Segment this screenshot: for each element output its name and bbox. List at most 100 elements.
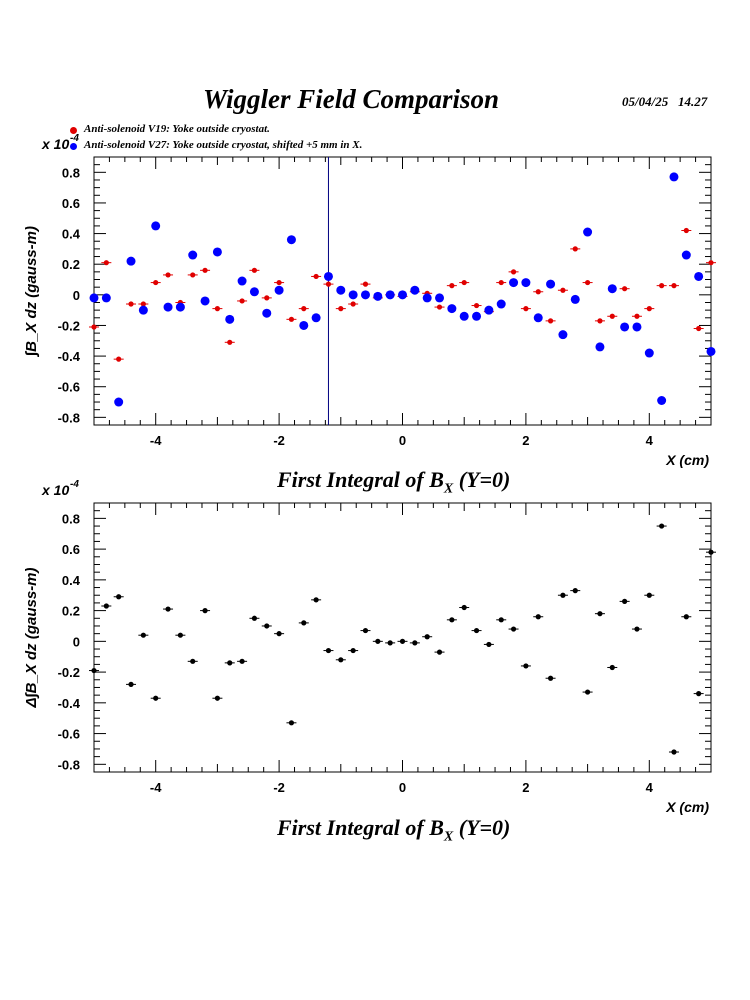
data-point [387,640,393,646]
data-point [597,318,603,324]
data-point [336,285,346,295]
y-tick-label: -0.2 [58,318,80,333]
y-tick-label: -0.8 [58,410,80,425]
data-point [385,290,395,300]
data-point [473,627,480,634]
data-point [126,256,136,266]
data-point [708,549,714,555]
data-point [459,311,469,321]
data-point [325,281,332,287]
data-point [177,632,183,638]
series-1 [89,172,716,407]
data-point [424,634,430,640]
x-tick-label: -4 [150,433,162,448]
data-point [496,299,506,309]
y-tick-label: -0.8 [58,757,80,772]
data-point [683,614,689,620]
data-point [91,324,97,330]
x-tick-label: 0 [399,433,406,448]
data-point [128,301,134,307]
data-point [299,320,309,330]
data-point [202,608,208,614]
series-0 [89,227,716,362]
data-point [313,273,319,280]
plot-frame [93,156,712,426]
y-tick-label: -0.6 [58,727,80,742]
data-point [225,314,235,324]
data-point [696,325,702,332]
data-point [251,615,258,621]
subtitle-text: First Integral of B [277,815,444,840]
data-point [288,720,295,726]
top-plot-subtitle: First Integral of BX (Y=0) [277,467,511,497]
x-tick-label: 0 [399,780,406,795]
data-point [622,286,628,292]
y-tick-label: 0.2 [62,604,80,619]
data-point [288,316,295,322]
x-tick-label: 4 [646,780,654,795]
data-point [116,594,122,600]
legend-label-v27: Anti-solenoid V27: Yoke outside cryostat… [84,139,363,151]
data-point [313,597,319,603]
data-point [422,293,432,303]
data-point [301,306,307,312]
data-point [301,620,307,626]
data-point [412,640,418,646]
y-tick-label: 0.6 [62,542,80,557]
data-point [375,295,381,301]
data-point [103,603,109,609]
x-axis-label: X (cm) [665,799,709,815]
data-point [212,247,222,257]
data-point [128,681,134,687]
data-point [362,281,369,287]
data-point [646,306,652,312]
subtitle-text: First Integral of B [277,467,444,492]
y-axis-label: ∫B_X dz (gauss-m) [23,226,40,357]
data-point [412,289,418,295]
data-point [190,658,196,664]
data-point [286,235,296,245]
data-point [153,695,159,701]
data-point [681,250,691,260]
data-point [138,305,148,315]
data-point [323,271,333,281]
exponent-label: x 10 [41,482,69,498]
y-tick-label: -0.6 [58,380,80,395]
data-point [634,313,640,319]
data-point [264,623,270,629]
data-point [644,348,654,358]
data-point [200,296,210,306]
data-point [188,250,198,260]
data-point [634,626,640,632]
data-point [165,272,171,278]
data-point [175,302,185,312]
y-tick-label: 0.4 [62,227,81,242]
y-tick-label: 0.2 [62,257,80,272]
data-point [706,346,716,356]
data-point [177,299,183,306]
data-point [387,292,393,298]
bottom-plot-subtitle: First Integral of BX (Y=0) [277,815,511,845]
data-point [547,675,554,681]
data-point [435,293,445,303]
data-point [89,293,99,303]
data-point [362,627,369,634]
data-point [350,301,356,307]
data-point [509,278,519,288]
data-point [140,301,146,307]
legend-marker-blue [70,143,77,150]
data-point [461,279,467,286]
data-point [163,302,173,312]
x-tick-label: -2 [273,433,285,448]
data-point [350,647,356,654]
data-point [436,649,443,655]
data-point [373,291,383,301]
data-point [202,267,208,273]
y-axis-label: Δ∫B_X dz (gauss-m) [23,567,40,708]
data-point [583,227,593,237]
data-point [473,302,480,309]
data-point [535,289,541,295]
y-tick-label: 0.4 [62,573,81,588]
y-tick-label: 0.8 [62,165,80,180]
data-point [597,611,603,617]
